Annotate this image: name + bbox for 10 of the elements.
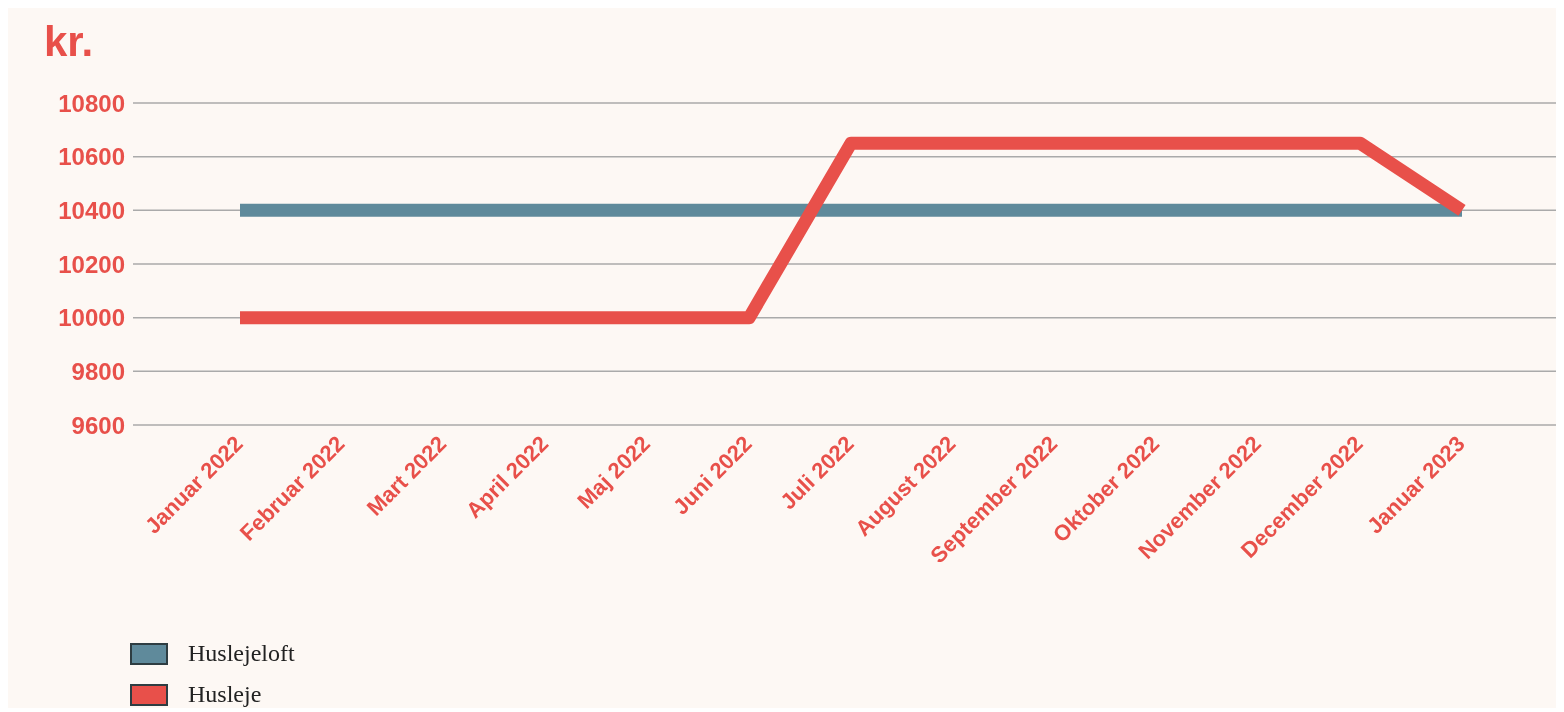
y-tick-label: 10000 [58, 304, 125, 332]
y-axis-title: kr. [44, 18, 94, 66]
y-tick-label: 9800 [71, 357, 125, 385]
legend-label: Husleje [187, 681, 262, 708]
y-tick-label: 10200 [58, 250, 125, 278]
legend-label: Huslejeloft [187, 640, 295, 667]
y-tick-label: 10800 [58, 89, 125, 117]
y-tick-label: 10600 [58, 143, 125, 171]
y-tick-label: 9600 [71, 411, 125, 439]
y-tick-label: 10400 [58, 196, 125, 224]
